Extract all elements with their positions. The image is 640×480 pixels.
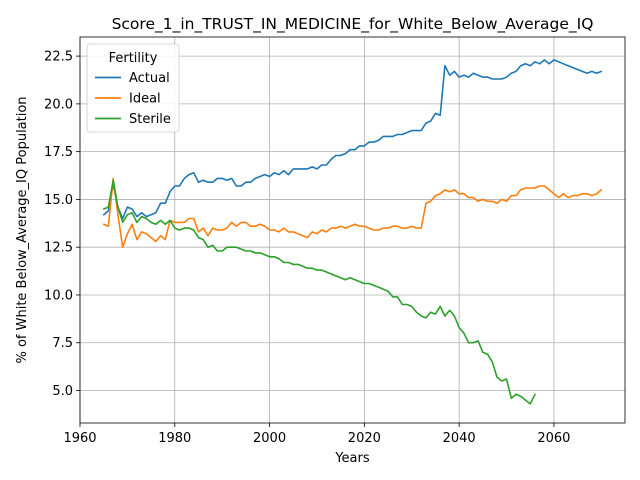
x-tick-label: 2040 <box>443 431 476 446</box>
x-tick-label: 1980 <box>158 431 191 446</box>
y-tick-label: 22.5 <box>44 50 73 65</box>
y-tick-label: 10.0 <box>44 288 73 303</box>
legend: Fertility Actual Ideal Sterile <box>86 43 180 133</box>
legend-label-ideal: Ideal <box>129 92 161 107</box>
y-tick-label: 15.0 <box>44 193 73 208</box>
y-axis: 5.0 7.5 10.0 12.5 15.0 17.5 20.0 22.5 <box>44 50 80 399</box>
plot-frame <box>79 36 626 424</box>
series-line-actual <box>102 59 603 220</box>
y-axis-title: % of White Below_Average_IQ Population <box>15 96 30 363</box>
legend-label-sterile: Sterile <box>129 112 171 127</box>
grid <box>79 37 625 423</box>
y-tick-label: 20.0 <box>44 97 73 112</box>
legend-label-actual: Actual <box>129 71 170 86</box>
series-line-ideal <box>102 177 603 248</box>
y-tick-label: 12.5 <box>44 241 73 256</box>
series-layer <box>102 59 603 405</box>
legend-box <box>86 43 180 133</box>
x-tick-label: 2000 <box>253 431 286 446</box>
series-line-sterile <box>102 179 536 405</box>
chart-title: Score_1_in_TRUST_IN_MEDICINE_for_White_B… <box>112 15 594 34</box>
y-tick-label: 5.0 <box>52 384 73 399</box>
x-tick-label: 1960 <box>63 431 96 446</box>
x-axis: 1960 1980 2000 2020 2040 2060 <box>63 423 570 446</box>
x-tick-label: 2060 <box>537 431 570 446</box>
y-tick-label: 7.5 <box>52 336 73 351</box>
legend-title: Fertility <box>109 51 158 66</box>
y-tick-label: 17.5 <box>44 145 73 160</box>
x-axis-title: Years <box>334 451 370 466</box>
x-tick-label: 2020 <box>348 431 381 446</box>
